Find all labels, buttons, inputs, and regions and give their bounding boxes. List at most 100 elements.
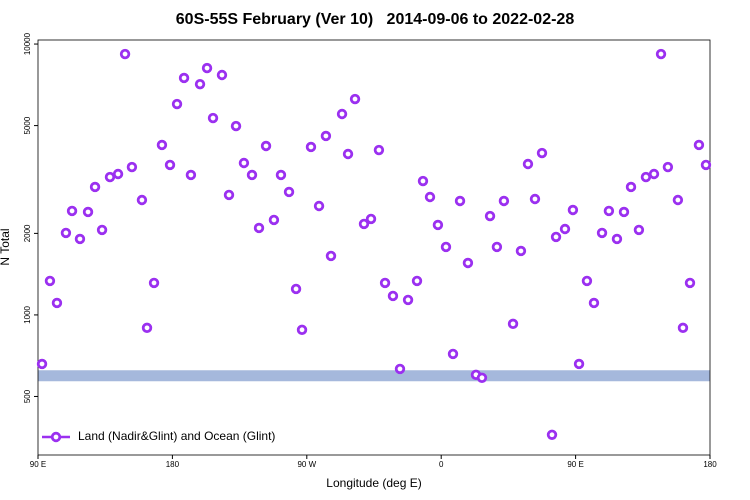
point	[440, 241, 452, 253]
y-tick-label: 2000	[23, 224, 32, 242]
point	[677, 322, 689, 334]
point	[379, 277, 391, 289]
point	[581, 275, 593, 287]
point	[119, 48, 131, 60]
x-tick-label: 180	[166, 460, 180, 469]
chart-title: 60S-55S February (Ver 10) 2014-09-06 to …	[176, 11, 575, 28]
point	[96, 224, 108, 236]
point	[507, 318, 519, 330]
point	[246, 169, 258, 181]
point	[358, 218, 370, 230]
plot-frame	[37, 39, 711, 456]
point	[253, 222, 265, 234]
point	[141, 322, 153, 334]
point	[611, 233, 623, 245]
point	[515, 245, 527, 257]
point	[305, 141, 317, 153]
point	[66, 205, 78, 217]
point	[424, 191, 436, 203]
point	[164, 159, 176, 171]
point	[82, 206, 94, 218]
point	[36, 358, 48, 370]
point	[171, 98, 183, 110]
point	[216, 69, 228, 81]
point	[268, 214, 280, 226]
point	[44, 275, 56, 287]
point	[596, 227, 608, 239]
point	[201, 62, 213, 74]
point	[546, 429, 558, 440]
point	[349, 93, 361, 105]
point	[223, 189, 235, 201]
y-tick-label: 10000	[23, 32, 32, 55]
point	[126, 161, 138, 173]
point	[156, 139, 168, 151]
point	[313, 200, 325, 212]
point	[529, 193, 541, 205]
point	[365, 213, 377, 225]
point	[394, 363, 406, 375]
point	[74, 233, 86, 245]
y-tick-label: 500	[23, 389, 32, 403]
point	[522, 158, 534, 170]
legend-marker	[50, 431, 62, 443]
x-tick-label: 180	[703, 460, 717, 469]
y-axis-label: N Total	[0, 228, 12, 265]
point	[89, 181, 101, 193]
point	[625, 181, 637, 193]
point	[655, 48, 667, 60]
y-tick-label: 5000	[23, 116, 32, 134]
point	[417, 175, 429, 187]
point	[283, 186, 295, 198]
point	[491, 241, 503, 253]
x-tick-label: 90 W	[297, 460, 316, 469]
point	[476, 372, 488, 383]
point	[51, 297, 63, 309]
point	[230, 120, 242, 132]
x-axis-label: Longitude (deg E)	[326, 476, 421, 490]
point	[373, 144, 385, 156]
point	[603, 205, 615, 217]
point	[618, 206, 630, 218]
point	[194, 78, 206, 90]
point	[207, 112, 219, 124]
y-tick-label: 1000	[23, 305, 32, 323]
point	[573, 358, 585, 370]
point	[275, 169, 287, 181]
point	[136, 194, 148, 206]
point	[402, 294, 414, 306]
point	[60, 227, 72, 239]
point	[640, 171, 652, 183]
point	[588, 297, 600, 309]
point	[662, 161, 674, 173]
point	[411, 275, 423, 287]
point	[462, 257, 474, 269]
point	[148, 277, 160, 289]
point	[454, 195, 466, 207]
point	[238, 157, 250, 169]
point	[325, 250, 337, 262]
point	[567, 204, 579, 216]
point	[559, 223, 571, 235]
point	[320, 130, 332, 142]
x-tick-label: 0	[439, 460, 444, 469]
point	[296, 324, 308, 336]
point	[648, 168, 660, 180]
point	[447, 348, 459, 360]
point	[387, 290, 399, 302]
point	[693, 139, 705, 151]
point	[633, 224, 645, 236]
point	[185, 169, 197, 181]
point	[484, 210, 496, 222]
point	[112, 168, 124, 180]
x-tick-label: 90 E	[30, 460, 46, 469]
point	[178, 72, 190, 84]
point	[336, 108, 348, 120]
point	[700, 159, 712, 171]
point	[672, 194, 684, 206]
point	[550, 231, 562, 243]
point	[432, 219, 444, 231]
point	[342, 148, 354, 160]
